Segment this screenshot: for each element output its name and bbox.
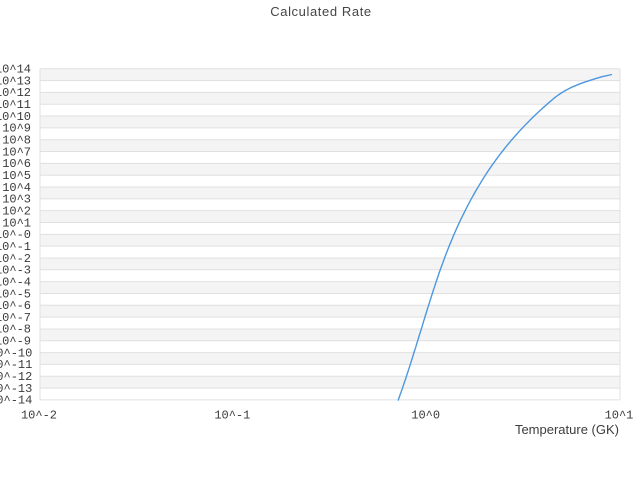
svg-text:10^12: 10^12 bbox=[0, 86, 31, 100]
svg-text:Temperature (GK): Temperature (GK) bbox=[515, 422, 619, 437]
svg-text:10^-0: 10^-0 bbox=[0, 228, 31, 242]
svg-text:10^-2: 10^-2 bbox=[21, 408, 57, 422]
svg-text:10^-6: 10^-6 bbox=[0, 299, 31, 313]
svg-text:10^-2: 10^-2 bbox=[0, 252, 31, 266]
svg-text:10^2: 10^2 bbox=[2, 204, 31, 218]
svg-text:10^-8: 10^-8 bbox=[0, 323, 31, 337]
svg-text:10^8: 10^8 bbox=[2, 134, 31, 148]
svg-text:10^-13: 10^-13 bbox=[0, 382, 32, 396]
svg-text:10^-9: 10^-9 bbox=[0, 335, 31, 349]
svg-text:10^6: 10^6 bbox=[2, 157, 31, 171]
svg-text:10^-7: 10^-7 bbox=[0, 311, 31, 325]
svg-text:10^-3: 10^-3 bbox=[0, 264, 31, 278]
svg-text:10^-4: 10^-4 bbox=[0, 275, 31, 289]
svg-text:Calculated Rate: Calculated Rate bbox=[270, 4, 372, 19]
svg-text:10^5: 10^5 bbox=[2, 169, 31, 183]
svg-text:10^0: 10^0 bbox=[411, 408, 440, 422]
svg-text:10^-1: 10^-1 bbox=[214, 408, 250, 422]
svg-text:10^1: 10^1 bbox=[605, 408, 634, 422]
svg-text:10^-12: 10^-12 bbox=[0, 370, 32, 384]
svg-text:10^9: 10^9 bbox=[2, 122, 31, 136]
svg-text:10^1: 10^1 bbox=[2, 216, 31, 230]
svg-text:10^-11: 10^-11 bbox=[0, 358, 32, 372]
svg-text:10^14: 10^14 bbox=[0, 63, 31, 77]
svg-text:10^-5: 10^-5 bbox=[0, 287, 31, 301]
svg-text:10^3: 10^3 bbox=[2, 193, 31, 207]
svg-text:10^-1: 10^-1 bbox=[0, 240, 31, 254]
svg-text:10^11: 10^11 bbox=[0, 98, 31, 112]
svg-text:10^13: 10^13 bbox=[0, 74, 31, 88]
svg-text:10^4: 10^4 bbox=[2, 181, 31, 195]
svg-text:10^10: 10^10 bbox=[0, 110, 31, 124]
svg-text:10^-14: 10^-14 bbox=[0, 394, 32, 408]
svg-text:10^-10: 10^-10 bbox=[0, 346, 32, 360]
svg-text:10^7: 10^7 bbox=[2, 145, 31, 159]
